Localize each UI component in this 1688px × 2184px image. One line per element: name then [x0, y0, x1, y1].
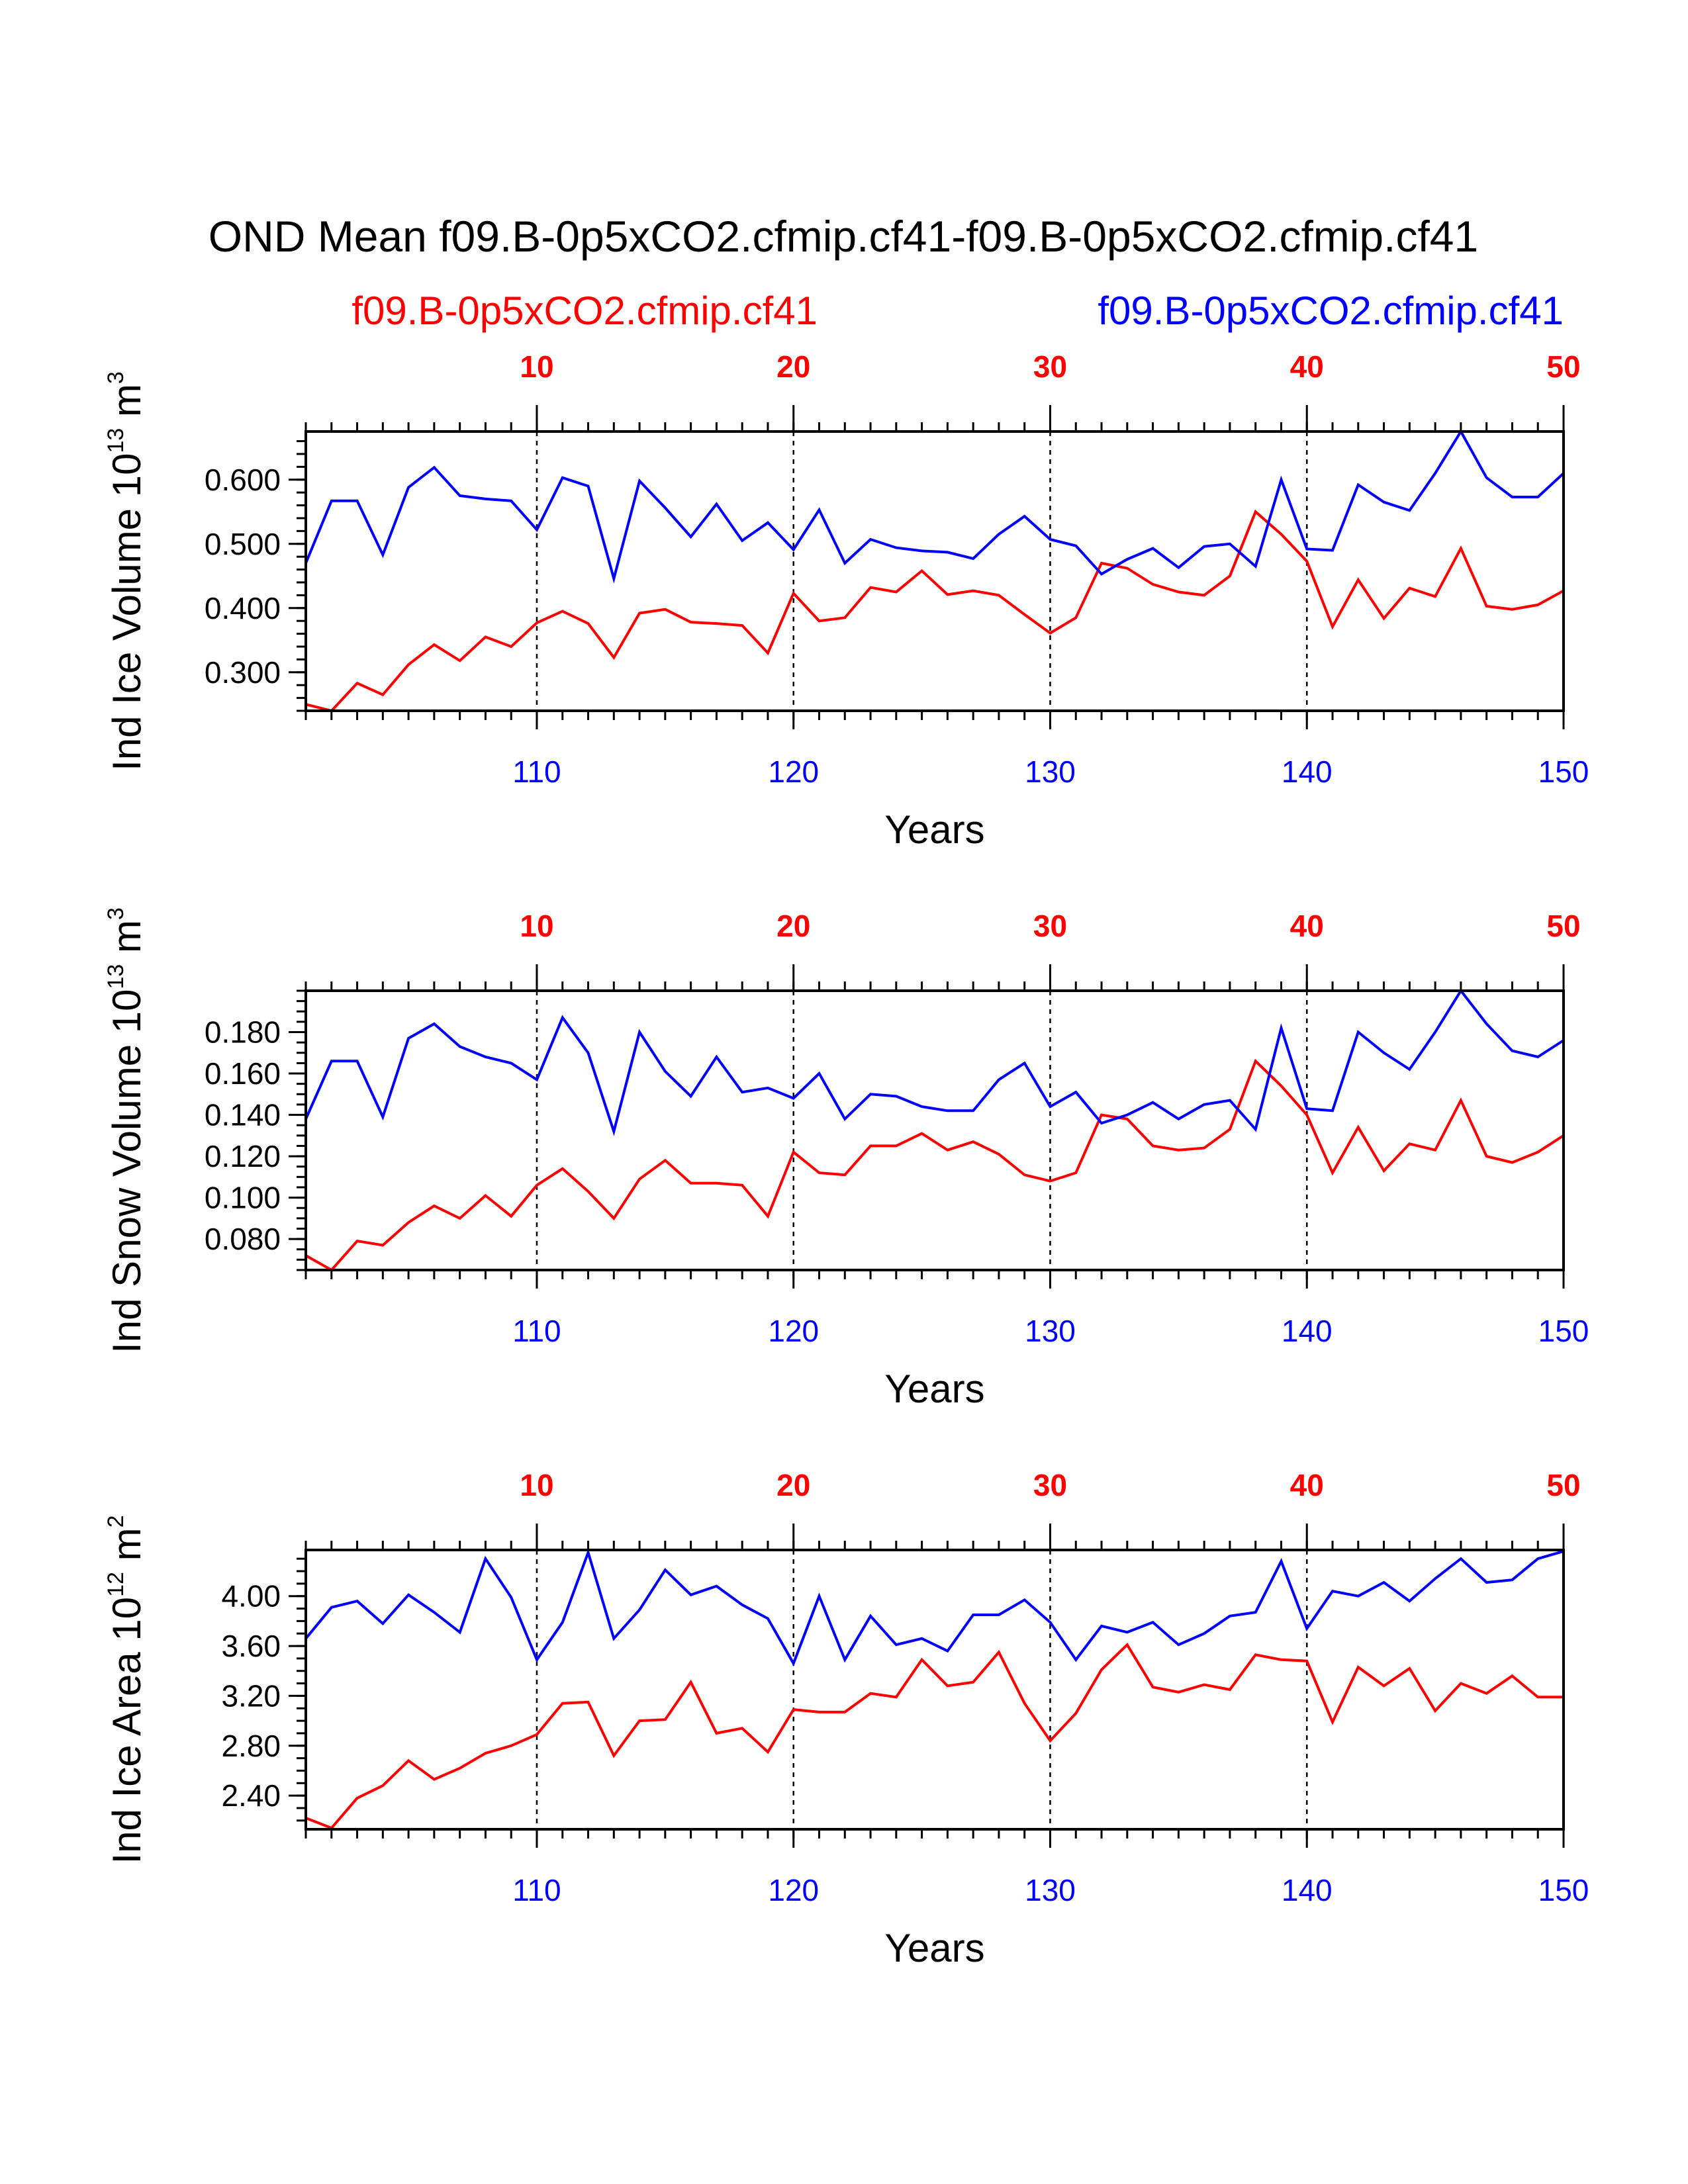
y-tick-label: 2.80 [221, 1729, 281, 1763]
x-bottom-tick-label: 110 [512, 1314, 561, 1348]
x-bottom-tick-label: 140 [1282, 754, 1333, 789]
x-bottom-tick-label: 120 [768, 754, 819, 789]
y-tick-label: 0.100 [205, 1181, 281, 1215]
plot-frame [305, 430, 1565, 712]
y-tick-label: 3.60 [221, 1629, 281, 1663]
x-top-tick-label: 30 [1033, 1468, 1067, 1502]
y-tick-label: 0.120 [205, 1139, 281, 1173]
legend-case2: f09.B-0p5xCO2.cfmip.cf41 [1098, 289, 1564, 333]
y-tick-label: 0.600 [205, 463, 281, 497]
series-line [305, 988, 1565, 1136]
plot-frame [305, 989, 1565, 1271]
y-tick-label: 0.400 [205, 591, 281, 625]
x-axis-label: Years [884, 1367, 984, 1411]
y-tick-label: 0.140 [205, 1098, 281, 1132]
x-top-tick-label: 40 [1290, 909, 1324, 943]
series-line [305, 1643, 1564, 1830]
y-tick-label: 0.080 [205, 1222, 281, 1256]
x-top-tick-label: 50 [1546, 349, 1580, 384]
y-tick-label: 4.00 [221, 1579, 281, 1614]
y-tick-label: 0.180 [205, 1015, 281, 1050]
panel-1: 0.300 0.400 0.500 0.600 10 110 20 120 30 130 40 140… [103, 349, 1589, 852]
y-tick-label: 0.300 [205, 655, 281, 690]
y-tick-label: 0.500 [205, 527, 281, 561]
x-bottom-tick-label: 150 [1538, 1873, 1589, 1907]
x-axis-label: Years [884, 807, 984, 852]
series-line [305, 1548, 1564, 1667]
x-top-tick-label: 10 [520, 349, 553, 384]
y-tick-label: 0.160 [205, 1056, 281, 1091]
x-bottom-tick-label: 150 [1538, 754, 1589, 789]
plot-frame [305, 1549, 1565, 1831]
x-top-tick-label: 20 [776, 349, 810, 384]
y-axis-label: Ind Ice Area 1012 m2 [103, 1515, 149, 1864]
x-top-tick-label: 10 [520, 909, 553, 943]
x-bottom-tick-label: 120 [768, 1314, 819, 1348]
x-bottom-tick-label: 120 [768, 1873, 819, 1907]
legend-case1: f09.B-0p5xCO2.cfmip.cf41 [352, 289, 818, 333]
panel-3: 2.40 2.80 3.20 3.60 4.00 10 110 20 120 30 130 40 140… [103, 1468, 1589, 1970]
x-bottom-tick-label: 140 [1282, 1314, 1333, 1348]
series-line [305, 429, 1565, 584]
y-axis-label: Ind Snow Volume 1013 m3 [103, 907, 149, 1353]
series-line [305, 509, 1564, 713]
x-bottom-tick-label: 110 [512, 754, 561, 789]
x-top-tick-label: 30 [1033, 909, 1067, 943]
y-tick-label: 3.20 [221, 1678, 281, 1713]
x-bottom-tick-label: 130 [1025, 1314, 1076, 1348]
y-tick-label: 2.40 [221, 1778, 281, 1813]
panel-2: 0.080 0.100 0.120 0.140 0.160 0.180 10 110 20 120… [103, 907, 1589, 1411]
x-bottom-tick-label: 150 [1538, 1314, 1589, 1348]
x-top-tick-label: 20 [776, 909, 810, 943]
x-top-tick-label: 30 [1033, 349, 1067, 384]
x-top-tick-label: 20 [776, 1468, 810, 1502]
x-top-tick-label: 10 [520, 1468, 553, 1502]
x-bottom-tick-label: 140 [1282, 1873, 1333, 1907]
x-axis-label: Years [884, 1926, 984, 1970]
y-axis-label: Ind Ice Volume 1013 m3 [103, 371, 149, 771]
x-top-tick-label: 50 [1546, 909, 1580, 943]
x-bottom-tick-label: 130 [1025, 754, 1076, 789]
series-line [305, 1058, 1565, 1272]
figure-title: OND Mean f09.B-0p5xCO2.cfmip.cf41-f09.B-… [209, 212, 1478, 261]
x-top-tick-label: 50 [1546, 1468, 1580, 1502]
x-bottom-tick-label: 130 [1025, 1873, 1076, 1907]
x-top-tick-label: 40 [1290, 1468, 1324, 1502]
x-top-tick-label: 40 [1290, 349, 1324, 384]
x-bottom-tick-label: 110 [512, 1873, 561, 1907]
